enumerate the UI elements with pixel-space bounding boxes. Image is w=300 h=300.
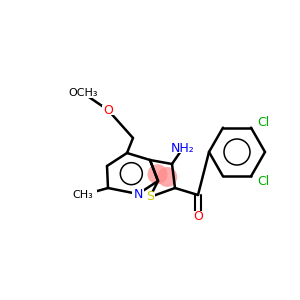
FancyBboxPatch shape — [68, 88, 98, 98]
FancyBboxPatch shape — [102, 105, 114, 115]
FancyBboxPatch shape — [69, 190, 97, 200]
FancyBboxPatch shape — [145, 192, 155, 202]
Text: Cl: Cl — [257, 116, 269, 129]
Text: CH₃: CH₃ — [73, 190, 93, 200]
Text: S: S — [146, 190, 154, 203]
FancyBboxPatch shape — [254, 176, 272, 186]
Text: OCH₃: OCH₃ — [68, 88, 98, 98]
Circle shape — [148, 164, 167, 184]
FancyBboxPatch shape — [172, 143, 194, 153]
FancyBboxPatch shape — [132, 189, 144, 199]
Text: O: O — [193, 209, 203, 223]
Text: N: N — [133, 188, 143, 200]
Text: NH₂: NH₂ — [171, 142, 195, 154]
FancyBboxPatch shape — [192, 211, 204, 221]
Circle shape — [157, 167, 177, 187]
Text: Cl: Cl — [257, 175, 269, 188]
Text: O: O — [103, 103, 113, 116]
FancyBboxPatch shape — [254, 118, 272, 128]
